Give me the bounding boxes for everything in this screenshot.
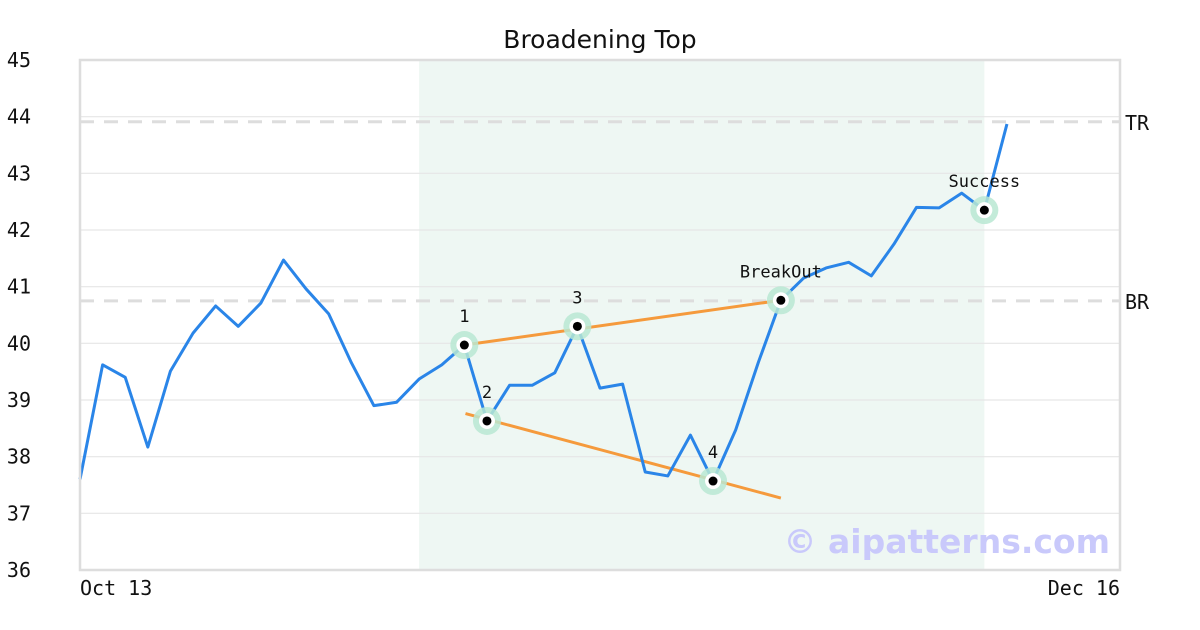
marker-label: 1 — [459, 307, 469, 327]
marker-point — [482, 416, 492, 426]
x-tick-label: Dec 16 — [1048, 576, 1120, 600]
y-tick-label: 45 — [7, 48, 31, 72]
trendline-upper — [464, 298, 782, 347]
y-tick-label: 39 — [7, 388, 31, 412]
marker-point — [776, 295, 786, 305]
price-line — [78, 123, 1009, 483]
y-tick-label: 44 — [7, 105, 31, 129]
marker-point — [572, 321, 582, 331]
marker-label: 3 — [572, 288, 582, 308]
y-tick-label: 38 — [7, 445, 31, 469]
y-tick-label: 37 — [7, 501, 31, 525]
watermark: © aipatterns.com — [784, 522, 1110, 561]
x-tick-label: Oct 13 — [80, 576, 152, 600]
trendline-lower — [465, 412, 782, 500]
marker-point — [459, 340, 469, 350]
y-tick-label: 40 — [7, 331, 31, 355]
y-tick-label: 42 — [7, 218, 31, 242]
marker-label: Success — [949, 172, 1021, 192]
marker-label: 2 — [482, 383, 492, 403]
y-tick-label: 36 — [7, 558, 31, 582]
pattern-shaded-region — [419, 60, 985, 570]
marker-point — [979, 205, 989, 215]
plot-frame — [78, 58, 1122, 572]
y-tick-label: 43 — [7, 161, 31, 185]
y-tick-label: 41 — [7, 275, 31, 299]
chart-title: Broadening Top — [503, 25, 696, 54]
marker-label: BreakOut — [740, 262, 822, 282]
marker-label: 4 — [708, 443, 718, 463]
level-label-tr: TR — [1125, 111, 1150, 135]
marker-point — [708, 476, 718, 486]
level-label-br: BR — [1125, 290, 1150, 314]
